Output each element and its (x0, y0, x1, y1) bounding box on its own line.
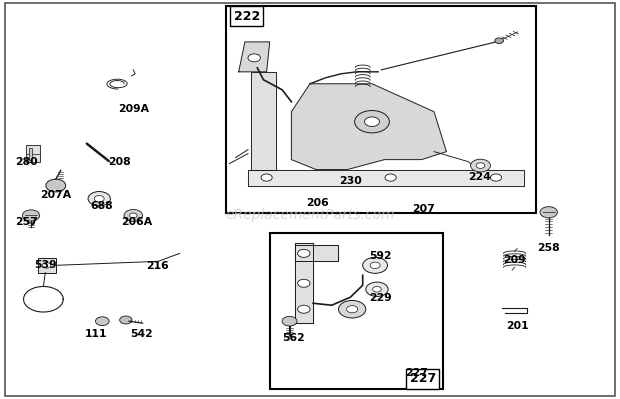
Text: 111: 111 (85, 329, 107, 339)
Circle shape (282, 316, 297, 326)
Text: 562: 562 (282, 333, 305, 343)
Text: 224: 224 (468, 172, 491, 182)
Text: 206: 206 (306, 198, 329, 209)
Text: 209: 209 (503, 255, 526, 265)
Text: eReplacementParts.com: eReplacementParts.com (225, 208, 395, 223)
Text: 227: 227 (410, 372, 436, 385)
Circle shape (88, 192, 110, 206)
Circle shape (298, 305, 310, 313)
Polygon shape (291, 84, 446, 170)
Circle shape (124, 209, 143, 221)
Text: 230: 230 (339, 176, 361, 186)
Circle shape (130, 213, 137, 218)
Text: 222: 222 (234, 10, 260, 23)
Text: 201: 201 (507, 321, 529, 331)
Text: 207: 207 (412, 204, 435, 215)
Circle shape (490, 174, 502, 181)
Text: 258: 258 (538, 243, 560, 253)
Text: 542: 542 (130, 329, 153, 339)
Text: 216: 216 (146, 261, 169, 271)
Circle shape (476, 163, 485, 168)
Circle shape (95, 317, 109, 326)
Circle shape (94, 196, 104, 202)
Circle shape (261, 174, 272, 181)
Circle shape (366, 282, 388, 296)
Text: 280: 280 (16, 156, 38, 167)
Text: 539: 539 (34, 260, 56, 271)
Circle shape (339, 300, 366, 318)
Circle shape (385, 174, 396, 181)
Circle shape (370, 262, 380, 269)
Bar (38, 258, 56, 273)
Bar (270, 233, 443, 389)
Circle shape (298, 249, 310, 257)
Circle shape (42, 263, 51, 268)
Circle shape (540, 207, 557, 218)
Circle shape (495, 38, 503, 43)
Circle shape (355, 111, 389, 133)
Text: 206A: 206A (121, 217, 152, 227)
Circle shape (298, 279, 310, 287)
Polygon shape (239, 42, 270, 72)
Text: 688: 688 (90, 201, 112, 211)
Circle shape (365, 117, 379, 126)
Circle shape (22, 210, 40, 221)
Bar (29, 148, 32, 160)
Text: 592: 592 (369, 251, 391, 261)
Text: 257: 257 (16, 217, 38, 227)
Bar (26, 145, 40, 162)
Circle shape (46, 179, 66, 192)
Bar (226, 6, 536, 213)
Circle shape (248, 54, 260, 62)
Circle shape (471, 159, 490, 172)
Text: 208: 208 (108, 156, 131, 167)
Circle shape (347, 306, 358, 313)
Circle shape (120, 316, 132, 324)
Circle shape (373, 286, 381, 292)
Text: 227: 227 (405, 368, 428, 378)
Text: 229: 229 (369, 293, 392, 303)
Circle shape (363, 257, 388, 273)
Text: 207A: 207A (40, 190, 71, 200)
Text: 209A: 209A (118, 104, 149, 114)
